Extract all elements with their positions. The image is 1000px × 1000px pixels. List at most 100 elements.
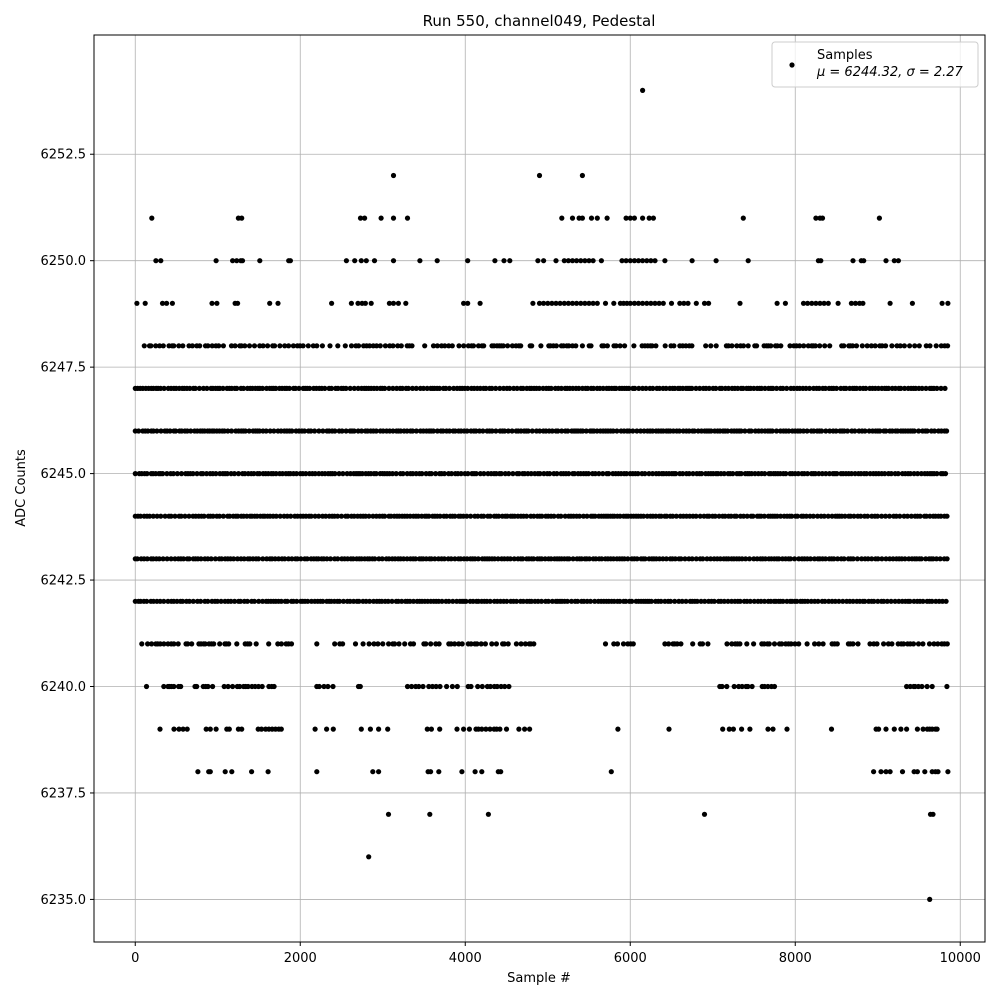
data-point <box>429 683 436 690</box>
data-point <box>919 683 925 690</box>
data-point <box>494 683 500 690</box>
data-point <box>708 556 714 562</box>
data-point <box>697 513 703 519</box>
data-point <box>275 300 281 306</box>
data-point <box>293 471 300 477</box>
data-point <box>587 598 594 604</box>
data-point <box>468 513 474 519</box>
data-point <box>730 471 736 477</box>
data-point <box>945 769 951 775</box>
data-point <box>797 343 803 349</box>
data-point <box>780 385 786 391</box>
data-point <box>520 598 526 604</box>
data-point <box>224 471 230 477</box>
data-point <box>836 598 842 604</box>
data-point <box>635 258 642 264</box>
data-point <box>694 598 700 604</box>
data-point <box>237 598 244 604</box>
data-point <box>600 471 606 477</box>
data-point <box>541 300 547 306</box>
data-point <box>945 343 951 349</box>
data-point <box>918 556 925 562</box>
data-point <box>725 598 731 604</box>
data-point <box>428 726 434 732</box>
data-point <box>213 471 219 477</box>
data-point <box>192 385 198 391</box>
data-point <box>340 471 346 477</box>
data-point <box>642 471 648 477</box>
data-point <box>693 556 699 562</box>
data-point <box>448 556 454 562</box>
data-point <box>329 300 335 306</box>
data-point <box>286 343 292 349</box>
data-point <box>390 258 397 264</box>
data-point <box>643 385 649 391</box>
data-point <box>409 343 415 349</box>
data-point <box>461 343 467 349</box>
data-point <box>147 513 153 519</box>
data-point <box>502 683 508 690</box>
data-point <box>653 343 659 349</box>
data-point <box>852 300 859 306</box>
data-point <box>322 385 328 391</box>
data-point <box>548 385 554 391</box>
data-point <box>862 598 868 604</box>
data-point <box>668 300 675 306</box>
data-point <box>516 471 522 477</box>
data-point <box>889 641 895 647</box>
data-point <box>545 300 551 306</box>
data-point <box>212 556 218 562</box>
data-point <box>527 726 533 732</box>
data-point <box>356 343 362 349</box>
data-point <box>436 769 442 775</box>
data-point <box>196 385 202 391</box>
data-point <box>666 641 672 647</box>
data-point <box>343 258 349 264</box>
data-point <box>273 385 279 391</box>
data-point <box>218 598 224 604</box>
data-point <box>267 300 273 306</box>
data-point <box>738 428 744 434</box>
data-point <box>446 428 453 434</box>
data-point <box>427 811 433 817</box>
data-point <box>747 598 753 604</box>
data-point <box>565 300 572 306</box>
data-point <box>432 556 438 562</box>
data-point <box>576 513 583 519</box>
data-point <box>472 769 478 775</box>
data-point <box>305 598 311 604</box>
data-point <box>481 513 487 519</box>
data-point <box>143 683 150 690</box>
data-point <box>170 471 176 477</box>
data-point <box>312 428 318 434</box>
data-point <box>848 471 855 477</box>
data-point <box>819 428 825 434</box>
data-point <box>437 726 443 732</box>
data-point <box>835 300 841 306</box>
data-point <box>622 343 628 349</box>
data-point <box>156 556 162 562</box>
data-point <box>468 683 474 690</box>
data-point <box>446 343 452 349</box>
data-point <box>631 258 638 264</box>
data-point <box>648 598 655 604</box>
data-point <box>314 343 320 349</box>
data-point <box>232 343 238 349</box>
data-point <box>770 385 776 391</box>
legend-label-samples: Samples <box>817 48 873 63</box>
data-point <box>343 428 349 434</box>
data-point <box>596 471 602 477</box>
data-point <box>503 726 510 732</box>
data-point <box>164 471 170 477</box>
data-point <box>944 428 950 434</box>
data-point <box>877 428 883 434</box>
data-point <box>304 556 310 562</box>
data-point <box>289 428 295 434</box>
data-point <box>498 683 504 690</box>
data-point <box>730 726 737 732</box>
y-axis-label: ADC Counts <box>14 449 29 527</box>
data-point <box>153 343 159 349</box>
data-point <box>167 428 173 434</box>
data-point <box>227 513 233 519</box>
data-point <box>452 556 458 562</box>
